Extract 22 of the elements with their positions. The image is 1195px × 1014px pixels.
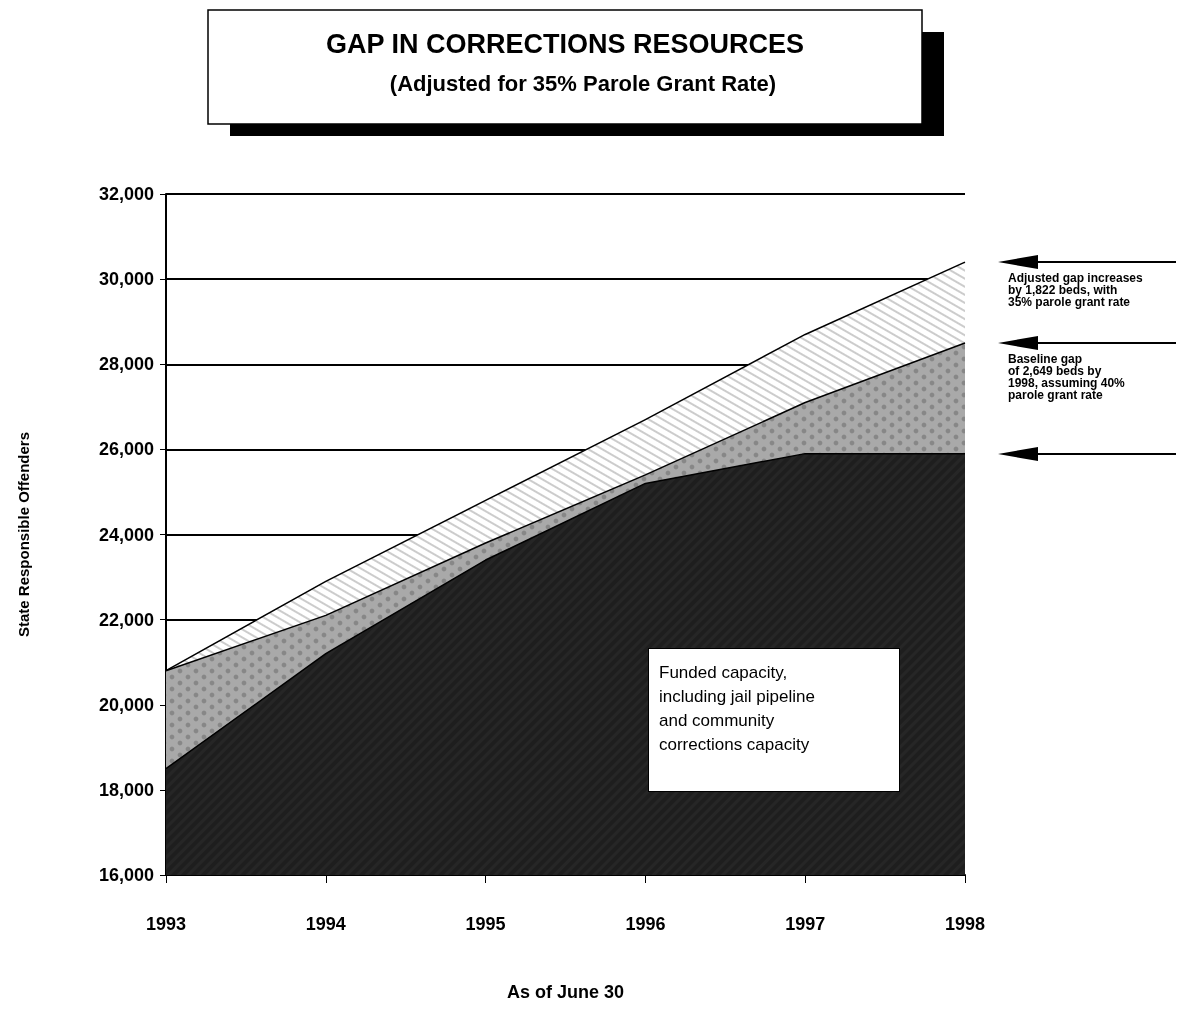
x-tick-label: 1995 [465,914,506,934]
x-tick-label: 1996 [625,914,666,934]
x-tick-label: 1998 [944,914,986,934]
x-tick-label: 1993 [145,914,187,934]
y-tick-label: 16,000 [98,865,154,885]
y-tick-label: 28,000 [98,354,154,375]
chart-title: GAP IN CORRECTIONS RESOURCES [325,28,805,59]
y-tick-label: 20,000 [98,694,154,715]
y-tick-label: 18,000 [98,779,154,800]
note-box: Funded capacity, including jail pipeline and community corrections capacity [648,648,900,792]
chart-subtitle: (Adjusted for 35% Parole Grant Rate) [389,70,777,96]
y-axis-title: State Responsible Offenders [15,431,32,638]
y-tick-label: 22,000 [98,609,154,630]
y-tick-label: 26,000 [98,439,154,460]
x-tick-label: 1994 [305,914,346,934]
x-axis-title: As of June 30 [506,982,625,1002]
text: Baseline gap of 2,649 beds by 1998, assuming 40% parole grant rate [1008,351,1126,402]
y-tick-label: 32,000 [98,184,154,204]
text: Adjusted gap increases by 1,822 beds, with 35% parole grant rate [1008,271,1144,310]
y-tick-label: 24,000 [98,524,154,545]
x-tick-label: 1997 [785,914,826,934]
y-tick-label: 30,000 [98,269,154,290]
